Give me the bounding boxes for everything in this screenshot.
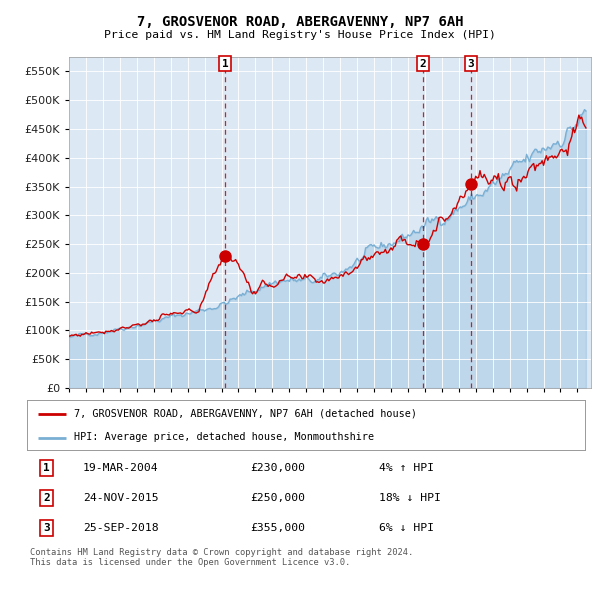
Text: 1: 1 — [222, 58, 229, 68]
Text: Price paid vs. HM Land Registry's House Price Index (HPI): Price paid vs. HM Land Registry's House … — [104, 30, 496, 40]
Text: 4% ↑ HPI: 4% ↑ HPI — [379, 463, 434, 473]
Text: 1: 1 — [43, 463, 50, 473]
Text: 24-NOV-2015: 24-NOV-2015 — [83, 493, 158, 503]
Text: 18% ↓ HPI: 18% ↓ HPI — [379, 493, 440, 503]
Text: £230,000: £230,000 — [250, 463, 305, 473]
Text: 7, GROSVENOR ROAD, ABERGAVENNY, NP7 6AH (detached house): 7, GROSVENOR ROAD, ABERGAVENNY, NP7 6AH … — [74, 409, 418, 419]
Text: HPI: Average price, detached house, Monmouthshire: HPI: Average price, detached house, Monm… — [74, 432, 374, 442]
Text: 19-MAR-2004: 19-MAR-2004 — [83, 463, 158, 473]
Text: 2: 2 — [43, 493, 50, 503]
Text: 2: 2 — [420, 58, 427, 68]
Text: £355,000: £355,000 — [250, 523, 305, 533]
Text: 25-SEP-2018: 25-SEP-2018 — [83, 523, 158, 533]
Text: 6% ↓ HPI: 6% ↓ HPI — [379, 523, 434, 533]
Text: 3: 3 — [43, 523, 50, 533]
Text: Contains HM Land Registry data © Crown copyright and database right 2024.
This d: Contains HM Land Registry data © Crown c… — [30, 548, 413, 568]
Text: 7, GROSVENOR ROAD, ABERGAVENNY, NP7 6AH: 7, GROSVENOR ROAD, ABERGAVENNY, NP7 6AH — [137, 15, 463, 29]
Text: £250,000: £250,000 — [250, 493, 305, 503]
Text: 3: 3 — [468, 58, 475, 68]
